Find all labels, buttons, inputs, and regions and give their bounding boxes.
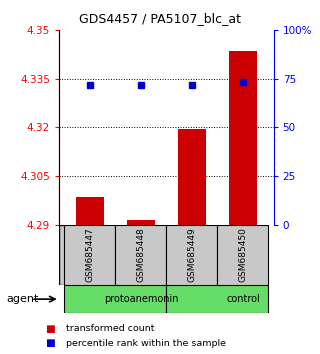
Text: ■: ■ bbox=[45, 324, 54, 333]
Text: GSM685448: GSM685448 bbox=[136, 228, 145, 282]
Text: GDS4457 / PA5107_blc_at: GDS4457 / PA5107_blc_at bbox=[79, 12, 241, 25]
Text: transformed count: transformed count bbox=[66, 324, 154, 333]
Bar bbox=[64, 285, 166, 313]
Bar bbox=[229, 51, 257, 225]
Bar bbox=[115, 225, 166, 285]
Bar bbox=[127, 220, 155, 225]
Text: GSM685450: GSM685450 bbox=[238, 227, 247, 282]
Text: percentile rank within the sample: percentile rank within the sample bbox=[66, 339, 226, 348]
Text: agent: agent bbox=[6, 294, 39, 304]
Text: ■: ■ bbox=[45, 338, 54, 348]
Text: GSM685449: GSM685449 bbox=[188, 228, 196, 282]
Bar bbox=[166, 225, 218, 285]
Bar bbox=[76, 197, 104, 225]
Bar bbox=[178, 129, 206, 225]
Bar bbox=[218, 225, 268, 285]
Bar bbox=[166, 285, 268, 313]
Text: GSM685447: GSM685447 bbox=[85, 228, 94, 282]
Text: protoanemonin: protoanemonin bbox=[104, 294, 178, 304]
Text: control: control bbox=[226, 294, 260, 304]
Bar bbox=[64, 225, 115, 285]
